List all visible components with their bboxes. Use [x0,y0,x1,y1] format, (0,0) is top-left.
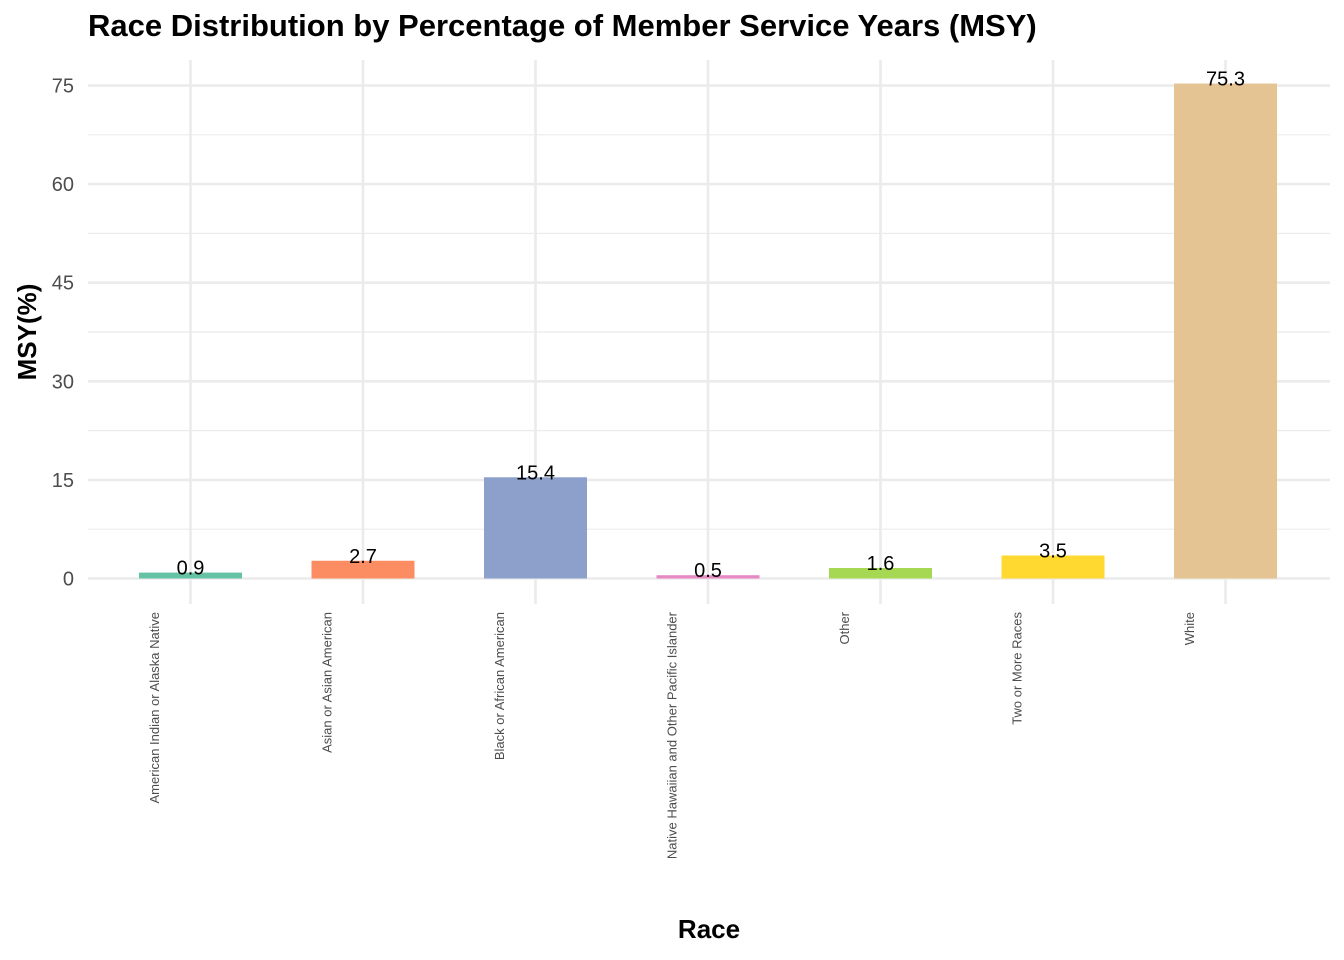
x-axis-title: Race [678,914,740,944]
y-tick-label: 60 [52,174,74,196]
y-tick-label: 45 [52,273,74,295]
x-tick-label: Black or African American [492,612,507,760]
bar [311,560,415,579]
bar [656,575,760,579]
bar [829,567,932,579]
bar [484,477,587,579]
y-tick-label: 15 [52,470,74,492]
y-axis-title: MSY(%) [12,284,42,381]
x-tick-label: Asian or Asian American [320,612,335,753]
chart-title: Race Distribution by Percentage of Membe… [88,8,1037,43]
data-label: 75.3 [1206,69,1245,91]
bar [1001,555,1105,579]
x-tick-label: White [1182,612,1197,645]
x-axis-ticks: American Indian or Alaska Native Asian or… [147,611,1197,859]
y-axis-ticks: 0 15 30 45 60 75 [52,76,74,591]
y-tick-label: 75 [52,76,74,98]
data-labels: 0.9 2.7 15.4 0.5 1.6 3.5 75.3 [177,69,1245,583]
x-tick-label: American Indian or Alaska Native [147,612,162,803]
y-tick-label: 0 [63,569,74,591]
bar [1174,83,1277,579]
x-tick-label: Native Hawaiian and Other Pacific Island… [665,611,680,859]
data-label: 0.5 [694,560,722,582]
x-tick-label: Other [837,611,852,644]
bars [139,83,1277,579]
y-tick-label: 30 [52,371,74,393]
data-label: 15.4 [516,462,555,484]
data-label: 1.6 [867,553,895,575]
x-tick-label: Two or More Races [1010,612,1025,725]
bar [139,572,242,579]
data-label: 3.5 [1039,540,1067,562]
grid-major [88,60,1330,604]
data-label: 0.9 [177,558,205,580]
data-label: 2.7 [349,546,377,568]
